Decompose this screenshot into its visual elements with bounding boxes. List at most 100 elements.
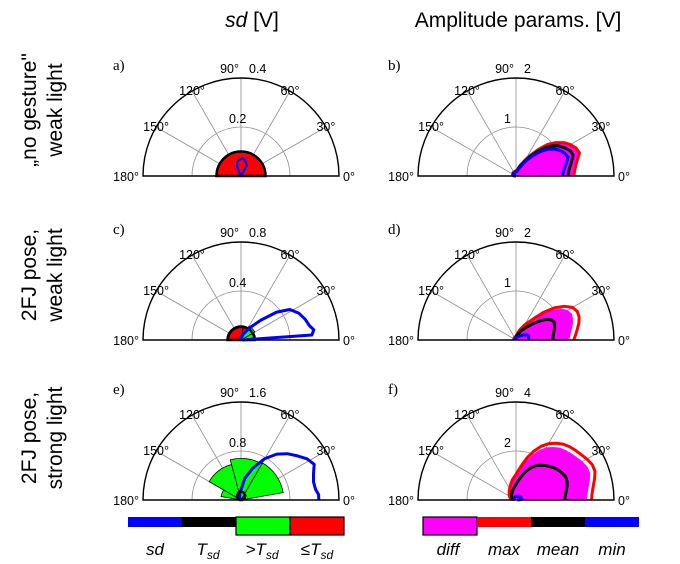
row-label-2-line2: weak light	[44, 228, 67, 323]
panel-b: 180° 150° 120° 90° 60° 30° 0° 1 2 b)	[388, 58, 630, 184]
panel-b-angle-label-120: 120°	[454, 84, 480, 98]
panel-c-radial-label-0: 0.4	[229, 276, 246, 290]
row-label-1-line2: weak light	[44, 63, 67, 158]
legend-max-swatch	[477, 517, 531, 527]
panel-a-angle-label-150: 150°	[143, 120, 169, 134]
legend-diff-swatch	[422, 516, 478, 536]
panel-b-min-line	[512, 147, 570, 178]
legend-max-label: max	[488, 540, 521, 559]
panel-b-angle-label-90: 90°	[495, 62, 514, 76]
panel-f: 180° 150° 120° 90° 60° 30° 0° 2 4 f)	[388, 382, 630, 508]
panel-c-angle-label-150: 150°	[143, 284, 169, 298]
panel-d-radial-label-1: 2	[524, 226, 531, 240]
panel-c-grid-arc	[191, 290, 291, 341]
panel-f-mean-line	[510, 463, 569, 502]
panel-f-min-line	[512, 494, 524, 502]
panel-b-radial-label-0: 1	[504, 112, 511, 126]
legend-left: sd Tsd >Tsd ≤Tsd	[128, 516, 345, 562]
panel-d-angle-label-150: 150°	[418, 284, 444, 298]
panel-d-letter: d)	[388, 222, 401, 238]
panel-f-angle-label-150: 150°	[418, 444, 444, 458]
panel-b-radial-label-1: 2	[524, 62, 531, 76]
panel-e-radial-label-1: 1.6	[249, 386, 266, 400]
panel-a-angle-label-180: 180°	[113, 170, 139, 184]
panel-f-radial-label-1: 4	[524, 386, 531, 400]
panel-d-diff-area	[514, 308, 574, 340]
legend-sd-label: sd	[146, 540, 165, 559]
row-label-2-line1: 2FJ pose,	[18, 229, 41, 321]
panel-a-sector-0	[216, 151, 266, 177]
panel-d-angle-label-90: 90°	[495, 226, 514, 240]
panel-d-frame	[417, 241, 615, 341]
panel-f-max-line	[507, 441, 597, 502]
polar-panels: 180°150°120°90°60°30°0°0.20.4a)180°150°1…	[113, 58, 630, 508]
legend-min-swatch	[585, 517, 639, 527]
row-label-2: 2FJ pose, weak light	[18, 228, 67, 323]
row-label-1-line1: „no gesture"	[18, 53, 41, 167]
legend-right: diff max mean min	[422, 516, 639, 559]
panel-c-sd-line	[239, 308, 316, 342]
panel-e-grid-arc	[191, 450, 291, 501]
panel-a: 180° 150° 120° 90° 60° 30° 0° 0.2 0.4 a)	[113, 58, 355, 184]
panel-c-frame	[142, 241, 340, 341]
panel-a-angle-label-0: 0°	[343, 170, 355, 184]
legend-below-tsd-label: ≤Tsd	[301, 540, 334, 562]
panel-a-frame	[142, 77, 340, 177]
panel-c-tsd-line	[226, 325, 256, 342]
panel-e-angle-label-0: 0°	[343, 494, 355, 508]
panel-b-angle-label-150: 150°	[418, 120, 444, 134]
panel-e-letter: e)	[113, 382, 125, 398]
panel-d-angle-label-120: 120°	[454, 248, 480, 262]
legend-mean-swatch	[531, 517, 585, 527]
panel-c-angle-label-90: 90°	[220, 226, 239, 240]
panel-e-angle-label-150: 150°	[143, 444, 169, 458]
panel-a-sd-line	[236, 157, 248, 177]
legend-diff-label: diff	[437, 540, 462, 559]
panel-c-angle-label-30: 30°	[316, 284, 335, 298]
panel-d-min-line	[513, 333, 531, 341]
panel-a-angle-label-90: 90°	[220, 62, 239, 76]
panel-a-letter: a)	[113, 58, 125, 74]
panel-e: 180° 150° 120° 90° 60° 30° 0° 0.8 1.6 e)	[113, 382, 355, 508]
panel-c-angle-label-180: 180°	[113, 334, 139, 348]
panel-c-letter: c)	[113, 222, 125, 238]
panel-f-diff-area	[509, 447, 591, 500]
panel-d: 180° 150° 120° 90° 60° 30° 0° 1 2 d)	[388, 222, 630, 348]
panel-f-letter: f)	[388, 382, 398, 398]
panel-f-angle-label-60: 60°	[556, 408, 575, 422]
panel-a-angle-label-60: 60°	[281, 84, 300, 98]
panel-c-angle-label-120: 120°	[179, 248, 205, 262]
panel-f-angle-label-90: 90°	[495, 386, 514, 400]
panel-e-sector-0	[240, 462, 284, 501]
panel-a-grid-arc	[191, 126, 291, 177]
panel-a-angle-label-120: 120°	[179, 84, 205, 98]
legend-mean-label: mean	[537, 540, 580, 559]
panel-e-sector-2	[208, 464, 242, 501]
legend-above-tsd-label: >Tsd	[246, 540, 279, 562]
panel-c: 180° 150° 120° 90° 60° 30° 0° 0.4 0.8 c)	[113, 222, 355, 348]
legend-sd-swatch	[128, 517, 182, 527]
panel-a-angle-label-30: 30°	[316, 120, 335, 134]
panel-e-angle-label-120: 120°	[179, 408, 205, 422]
row-label-3: 2FJ pose, strong light	[18, 386, 67, 489]
panel-a-tsd-line	[215, 150, 267, 178]
panel-f-angle-label-180: 180°	[388, 494, 414, 508]
legend-above-tsd-swatch	[235, 516, 291, 536]
panel-a-radial-label-1: 0.4	[249, 62, 266, 76]
panel-b-angle-label-30: 30°	[591, 120, 610, 134]
panel-e-angle-label-60: 60°	[281, 408, 300, 422]
panel-f-radial-label-0: 2	[504, 436, 511, 450]
panel-c-radial-label-1: 0.8	[249, 226, 266, 240]
panel-f-angle-label-0: 0°	[618, 494, 630, 508]
panel-d-angle-label-60: 60°	[556, 248, 575, 262]
panel-d-angle-label-30: 30°	[591, 284, 610, 298]
panel-d-angle-label-0: 0°	[618, 334, 630, 348]
panel-d-angle-label-180: 180°	[388, 334, 414, 348]
row-label-3-line1: 2FJ pose,	[18, 392, 41, 484]
panel-b-angle-label-0: 0°	[618, 170, 630, 184]
row-label-1: „no gesture" weak light	[18, 53, 67, 167]
left-column-title: sd [V]	[225, 9, 279, 32]
panel-e-frame	[142, 401, 340, 501]
row-label-3-line2: strong light	[44, 386, 67, 489]
